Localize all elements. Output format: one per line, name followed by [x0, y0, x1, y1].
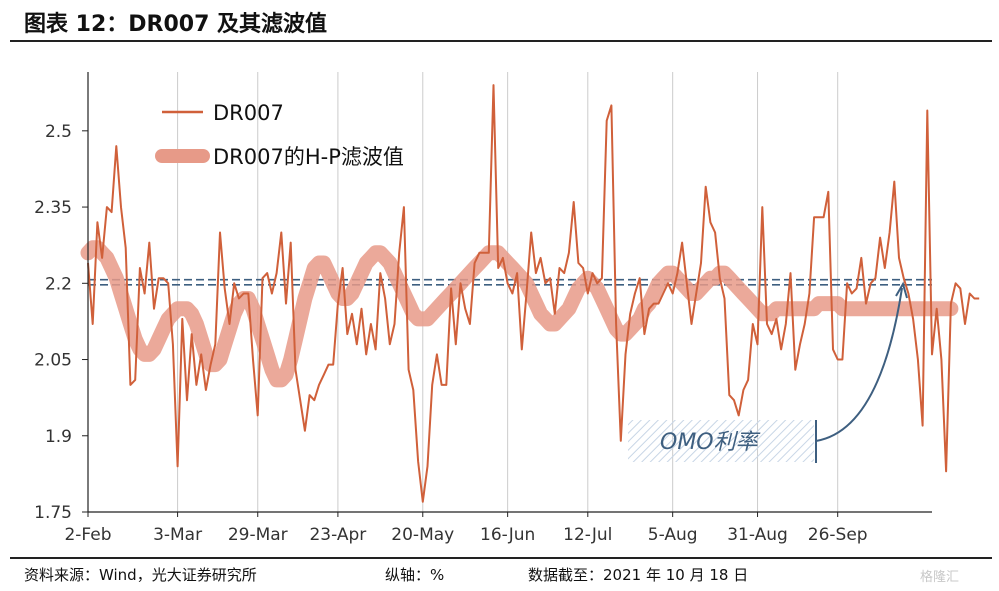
watermark-logo: 格隆汇: [920, 570, 960, 585]
omo-arrow: [815, 287, 903, 442]
omo-arrow-head: [895, 281, 908, 299]
footer-rule: [10, 557, 992, 559]
legend-hp-label: DR007的H-P滤波值: [213, 145, 404, 169]
legend: DR007 DR007的H-P滤波值: [155, 101, 404, 169]
omo-annotation: OMO利率: [628, 281, 908, 463]
y-tick-label: 2.2: [45, 274, 72, 294]
x-tick-label: 5-Aug: [648, 525, 698, 545]
dr007-layer: [87, 84, 980, 503]
y-tick-label: 1.9: [45, 427, 72, 447]
chart-title: 图表 12：DR007 及其滤波值: [24, 12, 328, 37]
omo-label-box: [628, 420, 814, 462]
x-tick-label: 2-Feb: [64, 525, 111, 545]
x-tick-label: 31-Aug: [727, 525, 788, 545]
dr007-series: [87, 84, 980, 503]
y-tick-label: 2.5: [45, 122, 72, 142]
y-tick-label: 1.75: [34, 503, 72, 523]
y-tick-label: 2.35: [34, 198, 72, 218]
axes-layer: 2.5 2.35 2.2 2.05 1.9 1.752-Feb 3-Mar 29-Mar 23-…: [34, 72, 932, 545]
omo-reference-lines: [88, 278, 932, 286]
footer-source: 资料来源：Wind，光大证券研究所: [24, 566, 257, 584]
title-rule: [10, 40, 992, 42]
x-tick-label: 12-Jul: [563, 525, 612, 545]
footer-axis-unit: 纵轴：%: [385, 566, 445, 584]
omo-label: OMO利率: [660, 430, 761, 455]
x-tick-label: 23-Apr: [309, 525, 366, 545]
x-tick-label: 20-May: [391, 525, 454, 545]
footer-date: 数据截至：2021 年 10 月 18 日: [528, 566, 749, 584]
x-tick-label: 3-Mar: [153, 525, 202, 545]
x-tick-label: 26-Sep: [808, 525, 868, 545]
legend-dr007-label: DR007: [213, 101, 284, 125]
y-tick-label: 2.05: [34, 351, 72, 371]
line-chart: 2.5 2.35 2.2 2.05 1.9 1.752-Feb 3-Mar 29-Mar 23-…: [34, 72, 980, 545]
x-tick-label: 16-Jun: [480, 525, 535, 545]
x-tick-label: 29-Mar: [228, 525, 288, 545]
